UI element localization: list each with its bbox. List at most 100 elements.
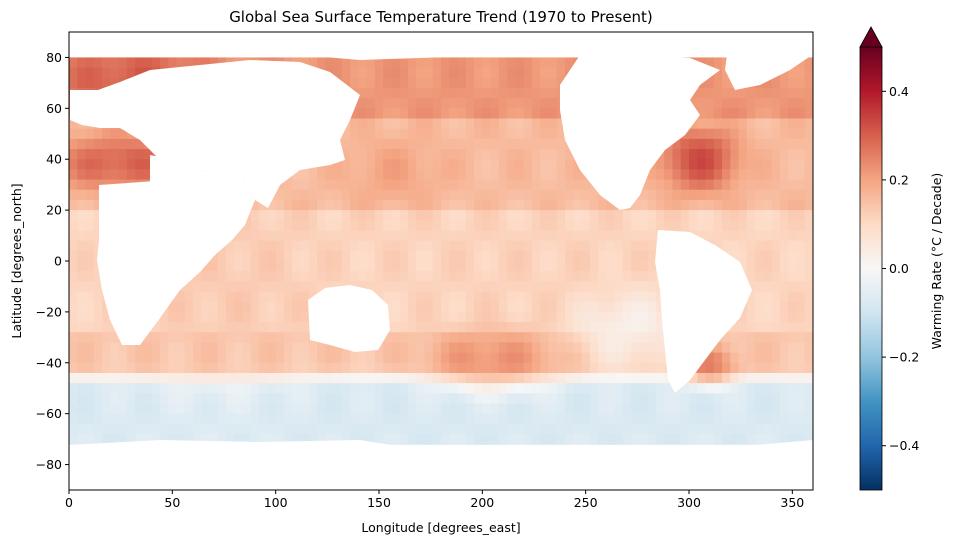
heatmap-cell [465,179,475,191]
heatmap-cell [449,393,459,405]
heatmap-cell [796,118,806,130]
heatmap-cell [432,128,442,140]
heatmap-cell [705,169,715,181]
heatmap-cell [465,393,475,405]
heatmap-cell [788,311,798,323]
heatmap-cell [77,322,87,333]
heatmap-cell [507,271,516,282]
heatmap-cell [474,403,483,415]
heatmap-cell [209,271,219,282]
heatmap-cell [664,393,674,405]
heatmap-cell [540,413,550,425]
heatmap-cell [573,322,583,333]
heatmap-cell [722,128,731,140]
heatmap-cell [126,403,136,415]
heatmap-cell [242,271,252,282]
heatmap-cell [300,291,310,303]
heatmap-cell [647,311,657,323]
heatmap-cell [598,403,607,415]
heatmap-cell [399,322,409,333]
heatmap-cell [358,250,368,262]
heatmap-cell [308,271,318,282]
heatmap-cell [374,250,384,262]
heatmap-cell [383,291,392,303]
heatmap-cell [515,169,525,181]
heatmap-cell [383,108,392,120]
heatmap-cell [680,434,690,445]
heatmap-cell [457,383,467,394]
heatmap-cell [242,383,252,394]
heatmap-cell [788,342,798,354]
heatmap-cell [432,352,442,364]
heatmap-cell [589,301,599,313]
heatmap-cell [589,332,599,344]
heatmap-cell [69,210,78,221]
heatmap-cell [77,352,87,364]
heatmap-cell [135,342,144,354]
heatmap-cell [77,423,87,435]
heatmap-cell [796,98,806,109]
heatmap-cell [151,423,161,435]
heatmap-cell [540,383,550,394]
heatmap-cell [639,271,649,282]
heatmap-cell [383,240,392,252]
heatmap-cell [325,413,335,425]
heatmap-cell [713,240,723,252]
heatmap-cell [474,118,483,130]
heatmap-cell [424,372,434,384]
heatmap-cell [779,169,789,181]
heatmap-cell [358,413,368,425]
heatmap-cell [69,372,78,384]
heatmap-cell [647,210,657,221]
heatmap-cell [680,179,690,191]
heatmap-cell [333,250,343,262]
heatmap-cell [540,332,550,344]
heatmap-cell [548,230,558,242]
heatmap-cell [184,434,194,445]
heatmap-cell [730,372,740,384]
heatmap-cell [432,118,442,130]
heatmap-cell [267,281,277,293]
heatmap-cell [193,423,202,435]
heatmap-cell [730,393,740,405]
heatmap-cell [441,393,450,405]
heatmap-cell [482,301,492,313]
heatmap-cell [399,87,409,99]
heatmap-cell [556,149,566,160]
heatmap-cell [498,179,508,191]
heatmap-cell [102,372,111,384]
heatmap-cell [424,281,434,293]
heatmap-cell [565,250,574,262]
heatmap-cell [796,322,806,333]
heatmap-cell [391,128,401,140]
heatmap-cell [416,98,426,109]
heatmap-cell [647,261,657,272]
heatmap-cell [507,199,516,211]
heatmap-cell [267,220,277,232]
heatmap-cell [308,362,318,374]
heatmap-cell [507,138,516,150]
heatmap-cell [93,434,103,445]
heatmap-cell [441,118,450,130]
heatmap-cell [350,240,359,252]
heatmap-cell [391,118,401,130]
heatmap-cell [490,311,500,323]
heatmap-cell [622,271,632,282]
heatmap-cell [540,98,550,109]
heatmap-cell [407,311,417,323]
heatmap-cell [565,311,574,323]
heatmap-cell [407,159,417,170]
heatmap-cell [779,138,789,150]
heatmap-cell [317,352,326,364]
heatmap-cell [242,230,252,242]
heatmap-cell [193,393,202,405]
heatmap-cell [796,342,806,354]
heatmap-cell [383,383,392,394]
heatmap-cell [523,138,533,150]
heatmap-cell [424,159,434,170]
heatmap-cell [515,322,525,333]
heatmap-cell [350,352,359,364]
heatmap-cell [350,179,359,191]
heatmap-cell [680,169,690,181]
heatmap-cell [250,332,260,344]
